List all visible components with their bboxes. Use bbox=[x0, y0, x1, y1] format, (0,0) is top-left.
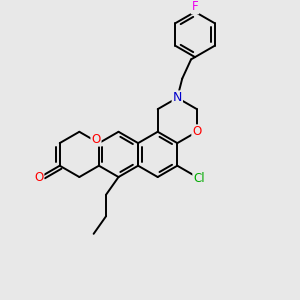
Text: F: F bbox=[192, 0, 198, 14]
Text: Cl: Cl bbox=[193, 172, 205, 185]
Text: N: N bbox=[172, 91, 182, 104]
Text: O: O bbox=[34, 171, 44, 184]
Text: O: O bbox=[192, 125, 202, 138]
Text: O: O bbox=[92, 133, 100, 146]
